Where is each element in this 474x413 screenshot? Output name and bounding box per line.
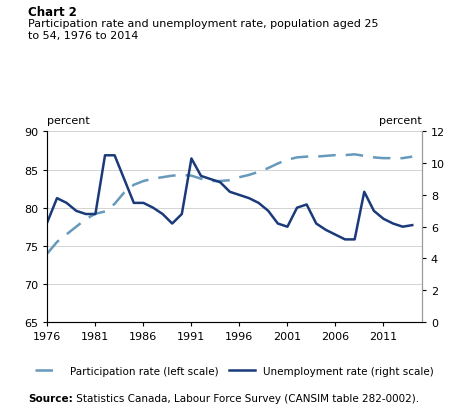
Unemployment rate (right scale)	[352, 237, 357, 242]
Participation rate (left scale)	[410, 155, 415, 160]
Participation rate (left scale)	[371, 156, 377, 161]
Unemployment rate (right scale)	[400, 225, 405, 230]
Unemployment rate (right scale)	[92, 212, 98, 217]
Unemployment rate (right scale)	[294, 206, 300, 211]
Unemployment rate (right scale)	[198, 174, 204, 179]
Participation rate (left scale)	[198, 177, 204, 182]
Participation rate (left scale)	[284, 158, 290, 163]
Participation rate (left scale)	[208, 179, 213, 184]
Unemployment rate (right scale)	[371, 209, 377, 214]
Unemployment rate (right scale)	[131, 201, 137, 206]
Participation rate (left scale)	[131, 183, 137, 188]
Participation rate (left scale)	[150, 177, 156, 182]
Participation rate (left scale)	[179, 173, 185, 178]
Participation rate (left scale)	[189, 174, 194, 179]
Unemployment rate (right scale)	[246, 196, 252, 201]
Participation rate (left scale)	[256, 170, 262, 175]
Unemployment rate (right scale)	[102, 153, 108, 158]
Unemployment rate (right scale)	[73, 209, 79, 214]
Participation rate (left scale)	[342, 153, 348, 158]
Participation rate (left scale)	[237, 175, 242, 180]
Participation rate (left scale)	[352, 152, 357, 157]
Unemployment rate (right scale)	[333, 233, 338, 237]
Unemployment rate (right scale)	[284, 225, 290, 230]
Participation rate (left scale)	[64, 232, 70, 237]
Participation rate (left scale)	[45, 251, 50, 256]
Unemployment rate (right scale)	[169, 221, 175, 226]
Participation rate (left scale)	[73, 225, 79, 230]
Legend: Participation rate (left scale), Unemployment rate (right scale): Participation rate (left scale), Unemplo…	[31, 361, 438, 380]
Unemployment rate (right scale)	[160, 212, 165, 217]
Text: percent: percent	[47, 116, 90, 126]
Text: Chart 2: Chart 2	[28, 6, 77, 19]
Unemployment rate (right scale)	[189, 157, 194, 161]
Unemployment rate (right scale)	[150, 206, 156, 211]
Participation rate (left scale)	[54, 240, 60, 245]
Participation rate (left scale)	[390, 156, 396, 161]
Unemployment rate (right scale)	[256, 201, 262, 206]
Participation rate (left scale)	[83, 217, 89, 222]
Participation rate (left scale)	[112, 202, 118, 207]
Participation rate (left scale)	[275, 161, 281, 166]
Unemployment rate (right scale)	[304, 202, 310, 207]
Participation rate (left scale)	[160, 175, 165, 180]
Text: Statistics Canada, Labour Force Survey (CANSIM table 282-0002).: Statistics Canada, Labour Force Survey (…	[73, 393, 419, 403]
Participation rate (left scale)	[361, 154, 367, 159]
Text: to 54, 1976 to 2014: to 54, 1976 to 2014	[28, 31, 139, 41]
Unemployment rate (right scale)	[410, 223, 415, 228]
Unemployment rate (right scale)	[342, 237, 348, 242]
Text: Source:: Source:	[28, 393, 73, 403]
Participation rate (left scale)	[323, 154, 328, 159]
Participation rate (left scale)	[227, 178, 233, 183]
Participation rate (left scale)	[141, 179, 146, 184]
Text: Participation rate and unemployment rate, population aged 25: Participation rate and unemployment rate…	[28, 19, 379, 28]
Unemployment rate (right scale)	[323, 228, 328, 233]
Participation rate (left scale)	[381, 156, 386, 161]
Participation rate (left scale)	[333, 153, 338, 158]
Participation rate (left scale)	[313, 155, 319, 160]
Unemployment rate (right scale)	[237, 193, 242, 198]
Participation rate (left scale)	[121, 190, 127, 195]
Participation rate (left scale)	[246, 173, 252, 178]
Unemployment rate (right scale)	[313, 221, 319, 226]
Unemployment rate (right scale)	[83, 212, 89, 217]
Unemployment rate (right scale)	[227, 190, 233, 195]
Unemployment rate (right scale)	[381, 217, 386, 222]
Unemployment rate (right scale)	[361, 190, 367, 195]
Unemployment rate (right scale)	[179, 212, 185, 217]
Text: percent: percent	[379, 116, 422, 126]
Line: Unemployment rate (right scale): Unemployment rate (right scale)	[47, 156, 412, 240]
Unemployment rate (right scale)	[54, 196, 60, 201]
Participation rate (left scale)	[218, 179, 223, 184]
Participation rate (left scale)	[102, 209, 108, 214]
Participation rate (left scale)	[304, 155, 310, 160]
Unemployment rate (right scale)	[121, 177, 127, 182]
Unemployment rate (right scale)	[265, 209, 271, 214]
Line: Participation rate (left scale): Participation rate (left scale)	[47, 155, 412, 254]
Participation rate (left scale)	[400, 156, 405, 161]
Unemployment rate (right scale)	[218, 180, 223, 185]
Participation rate (left scale)	[294, 156, 300, 161]
Unemployment rate (right scale)	[208, 177, 213, 182]
Unemployment rate (right scale)	[275, 221, 281, 226]
Unemployment rate (right scale)	[390, 221, 396, 226]
Participation rate (left scale)	[265, 166, 271, 171]
Unemployment rate (right scale)	[112, 153, 118, 158]
Unemployment rate (right scale)	[64, 201, 70, 206]
Unemployment rate (right scale)	[141, 201, 146, 206]
Participation rate (left scale)	[169, 174, 175, 179]
Participation rate (left scale)	[92, 212, 98, 217]
Unemployment rate (right scale)	[45, 220, 50, 225]
